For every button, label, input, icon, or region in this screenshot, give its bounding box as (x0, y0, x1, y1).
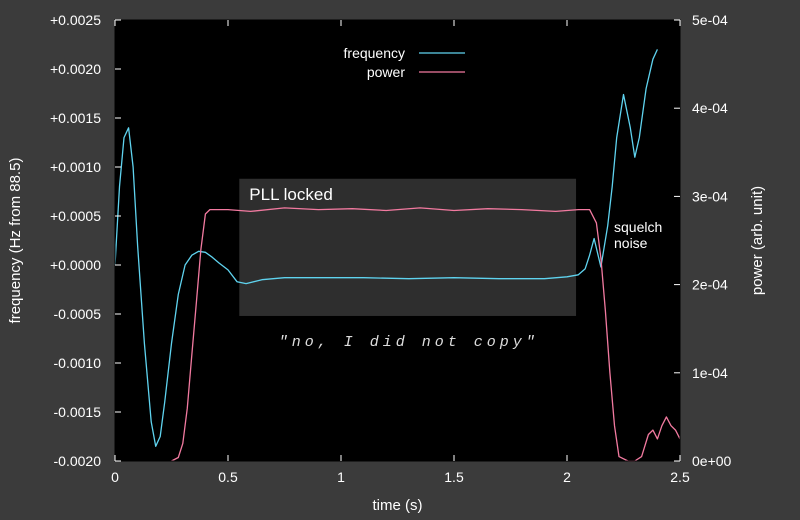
y-tick-label: +0.0025 (50, 12, 101, 28)
y-axis-title: frequency (Hz from 88.5) (7, 158, 24, 324)
x-axis-title: time (s) (373, 497, 423, 514)
series-layer (114, 49, 681, 462)
y-tick-label: +0.0005 (50, 208, 101, 224)
series-line-frequency (114, 49, 658, 447)
y-axis-ticks: +0.0025 +0.0020 +0.0015 +0.0010 +0.0005 +0.00… (50, 12, 121, 469)
legend-label-frequency: frequency (344, 45, 405, 61)
y-tick-label: +0.0020 (50, 61, 101, 77)
noise-label: noise (614, 235, 648, 251)
y2-tick-label: 3e-04 (692, 188, 728, 204)
x-tick-label: 0.5 (218, 469, 238, 485)
y2-tick-label: 0e+00 (692, 453, 732, 469)
y-tick-label: -0.0005 (54, 306, 102, 322)
x-tick-label: 0 (111, 469, 119, 485)
pll-locked-box (239, 178, 577, 316)
x-tick-label: 1 (337, 469, 345, 485)
squelch-label: squelch (614, 219, 662, 235)
y2-axis-title: power (arb. unit) (749, 186, 766, 295)
y-tick-label: -0.0015 (54, 404, 102, 420)
y2-axis-ticks: 5e-04 4e-04 3e-04 2e-04 1e-04 0e+00 (674, 12, 732, 469)
y-tick-label: +0.0000 (50, 257, 101, 273)
y2-tick-label: 2e-04 (692, 277, 728, 293)
y-tick-label: +0.0010 (50, 159, 101, 175)
legend: frequency power (344, 45, 465, 80)
y2-tick-label: 4e-04 (692, 100, 728, 116)
x-tick-label: 2.5 (670, 469, 690, 485)
x-tick-label: 1.5 (444, 469, 464, 485)
x-axis-ticks: 0 0.5 1 1.5 2 2.5 (111, 20, 690, 485)
x-tick-label: 2 (563, 469, 571, 485)
y-tick-label: -0.0010 (54, 355, 102, 371)
y-tick-label: -0.0020 (54, 453, 102, 469)
series-line-power (171, 207, 681, 462)
plot-border (114, 19, 681, 462)
y-tick-label: +0.0015 (50, 110, 101, 126)
quote-annotation: "no, I did not copy" (279, 334, 539, 351)
legend-label-power: power (367, 64, 405, 80)
pll-locked-label: PLL locked (249, 185, 332, 204)
y2-tick-label: 1e-04 (692, 365, 728, 381)
y2-tick-label: 5e-04 (692, 12, 728, 28)
